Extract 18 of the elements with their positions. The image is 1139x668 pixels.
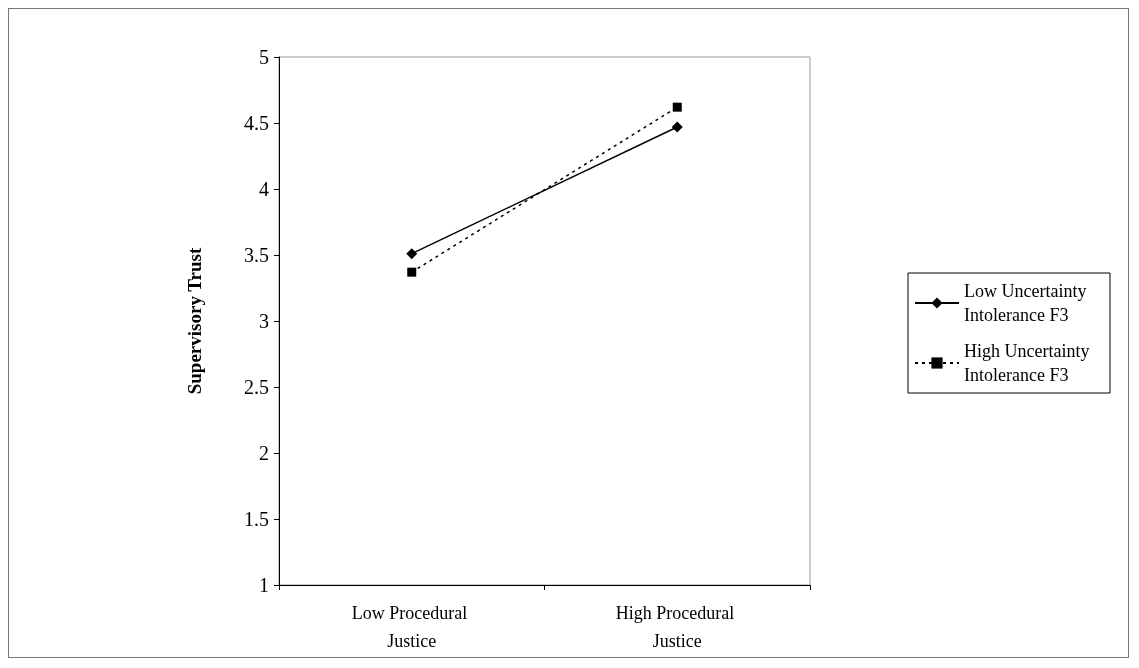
y-tick-label: 1.5	[244, 508, 269, 530]
x-tick-label: High Procedural Justice	[615, 603, 739, 651]
y-tick-label: 2.5	[244, 376, 269, 398]
legend-label: High Uncertainty Intolerance F3	[964, 341, 1094, 385]
point	[406, 248, 418, 260]
y-tick-label: 2	[259, 442, 269, 464]
point	[407, 267, 417, 277]
y-tick-label: 3.5	[244, 244, 269, 266]
point	[671, 121, 683, 133]
y-tick-label: 5	[259, 46, 269, 68]
y-axis-title: Supervisory Trust	[184, 247, 205, 395]
point	[672, 102, 682, 112]
y-tick-label: 1	[259, 574, 269, 596]
y-tick-label: 4	[259, 178, 269, 200]
x-tick-label: Low Procedural Justice	[351, 603, 472, 651]
y-tick-label: 3	[259, 310, 269, 332]
y-tick-label: 4.5	[244, 112, 269, 134]
legend-label: Low Uncertainty Intolerance F3	[964, 281, 1091, 325]
